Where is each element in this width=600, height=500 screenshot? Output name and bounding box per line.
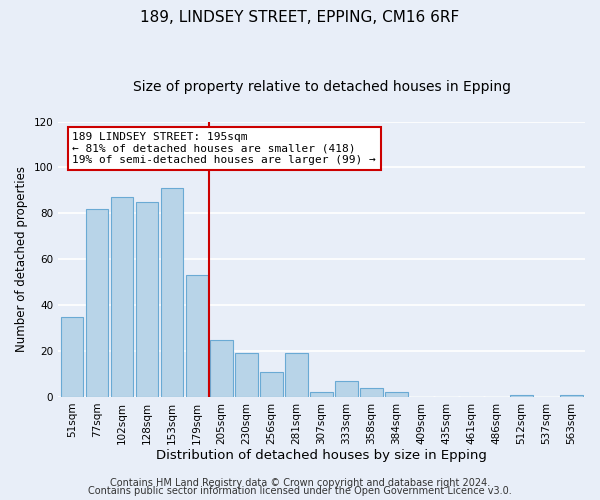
Bar	[310, 392, 333, 397]
Bar	[110, 198, 133, 397]
Bar	[510, 394, 533, 397]
Bar	[136, 202, 158, 397]
Bar	[61, 316, 83, 397]
Bar	[185, 276, 208, 397]
Bar	[385, 392, 408, 397]
Text: Contains public sector information licensed under the Open Government Licence v3: Contains public sector information licen…	[88, 486, 512, 496]
Bar	[286, 354, 308, 397]
Bar	[235, 354, 258, 397]
Y-axis label: Number of detached properties: Number of detached properties	[15, 166, 28, 352]
Bar	[86, 209, 108, 397]
Bar	[360, 388, 383, 397]
Bar	[161, 188, 183, 397]
Title: Size of property relative to detached houses in Epping: Size of property relative to detached ho…	[133, 80, 511, 94]
Text: 189, LINDSEY STREET, EPPING, CM16 6RF: 189, LINDSEY STREET, EPPING, CM16 6RF	[140, 10, 460, 25]
Text: Contains HM Land Registry data © Crown copyright and database right 2024.: Contains HM Land Registry data © Crown c…	[110, 478, 490, 488]
Text: 189 LINDSEY STREET: 195sqm
← 81% of detached houses are smaller (418)
19% of sem: 189 LINDSEY STREET: 195sqm ← 81% of deta…	[73, 132, 376, 165]
Bar	[335, 381, 358, 397]
Bar	[211, 340, 233, 397]
Bar	[260, 372, 283, 397]
X-axis label: Distribution of detached houses by size in Epping: Distribution of detached houses by size …	[156, 450, 487, 462]
Bar	[560, 394, 583, 397]
